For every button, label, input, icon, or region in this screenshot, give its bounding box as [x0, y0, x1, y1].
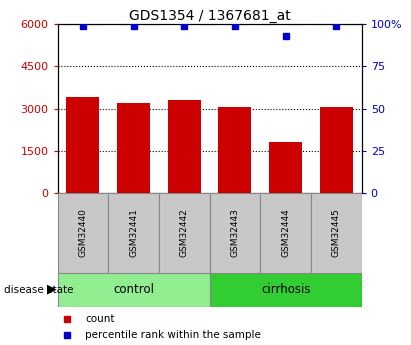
Text: percentile rank within the sample: percentile rank within the sample	[85, 330, 261, 340]
Bar	[219, 107, 252, 193]
Bar	[58, 273, 210, 307]
Bar	[67, 97, 99, 193]
Text: count: count	[85, 314, 114, 324]
Bar	[311, 193, 362, 273]
Text: GSM32441: GSM32441	[129, 208, 138, 257]
Title: GDS1354 / 1367681_at: GDS1354 / 1367681_at	[129, 9, 291, 23]
Text: GSM32444: GSM32444	[281, 208, 290, 257]
Text: disease state: disease state	[4, 285, 74, 295]
Bar	[168, 100, 201, 193]
Text: GSM32443: GSM32443	[231, 208, 240, 257]
Bar	[210, 273, 362, 307]
Bar	[58, 193, 108, 273]
Text: cirrhosis: cirrhosis	[261, 283, 310, 296]
Text: GSM32440: GSM32440	[79, 208, 88, 257]
Bar	[320, 107, 353, 193]
Bar	[269, 142, 302, 193]
Bar	[159, 193, 210, 273]
Bar	[210, 193, 260, 273]
Text: ▶: ▶	[47, 283, 57, 296]
Text: control: control	[113, 283, 154, 296]
Text: GSM32445: GSM32445	[332, 208, 341, 257]
Bar	[260, 193, 311, 273]
Bar	[117, 103, 150, 193]
Text: GSM32442: GSM32442	[180, 208, 189, 257]
Bar	[108, 193, 159, 273]
